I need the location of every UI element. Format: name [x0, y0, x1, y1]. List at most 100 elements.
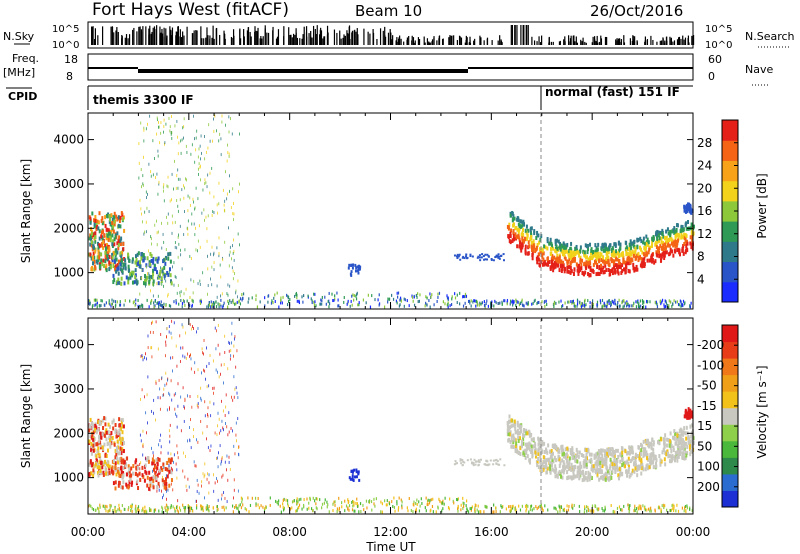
data-cell [459, 258, 462, 261]
data-cell [121, 424, 124, 429]
data-cell [351, 508, 354, 512]
nsky-bar [295, 32, 297, 45]
data-cell [233, 478, 235, 482]
nsky-bar [676, 39, 679, 45]
data-cell [601, 448, 604, 453]
data-cell [119, 423, 122, 428]
data-cell [228, 430, 230, 434]
data-cell [614, 256, 617, 261]
data-cell [437, 295, 439, 299]
data-cell [311, 299, 313, 303]
data-cell [220, 460, 222, 464]
data-cell [605, 246, 608, 251]
data-cell [369, 499, 371, 503]
data-cell [175, 299, 177, 303]
power-colorbar-label: Power [dB] [755, 173, 769, 238]
data-cell [184, 397, 186, 401]
data-cell [306, 507, 308, 511]
data-cell [508, 414, 511, 419]
data-cell [665, 300, 667, 304]
data-cell [115, 434, 118, 439]
data-cell [579, 266, 582, 271]
data-cell [626, 302, 628, 306]
data-cell [664, 236, 667, 241]
data-cell [232, 212, 234, 216]
data-cell [163, 387, 165, 391]
data-cell [311, 301, 313, 305]
data-cell [115, 269, 118, 274]
data-cell [685, 247, 688, 252]
data-cell [217, 498, 219, 502]
data-cell [145, 471, 148, 476]
data-cell [381, 502, 383, 506]
data-cell [464, 301, 466, 305]
data-cell [96, 506, 99, 510]
data-cell [347, 500, 349, 504]
data-cell [612, 261, 615, 266]
data-cell [660, 258, 663, 263]
data-cell [115, 453, 118, 458]
data-cell [157, 473, 159, 477]
data-cell [141, 303, 143, 307]
data-cell [495, 254, 498, 257]
data-cell [161, 510, 163, 514]
data-cell [90, 445, 93, 450]
nsky-bar [322, 38, 324, 45]
data-cell [691, 509, 693, 513]
data-cell [161, 467, 164, 472]
data-cell [224, 460, 226, 464]
data-cell [418, 500, 420, 504]
data-cell [219, 444, 221, 448]
data-cell [98, 467, 101, 472]
data-cell [155, 418, 156, 422]
data-cell [150, 253, 153, 258]
data-cell [452, 499, 454, 503]
data-cell [153, 305, 155, 309]
data-cell [88, 439, 91, 444]
data-cell [211, 166, 213, 170]
data-cell [461, 464, 464, 467]
data-cell [467, 510, 470, 514]
data-cell [652, 442, 655, 447]
data-cell [169, 199, 171, 203]
data-cell [166, 489, 167, 493]
data-cell [234, 506, 236, 510]
data-cell [357, 303, 359, 307]
data-cell [640, 239, 643, 244]
data-cell [104, 259, 107, 264]
data-cell [125, 472, 128, 477]
data-cell [181, 188, 183, 192]
data-cell [105, 268, 108, 273]
data-cell [157, 396, 159, 400]
data-cell [282, 505, 284, 509]
data-cell [166, 474, 169, 479]
data-cell [604, 461, 607, 466]
data-cell [499, 301, 501, 305]
nsky-bar [243, 29, 245, 45]
nsky-bar [150, 33, 152, 45]
data-cell [217, 479, 218, 483]
data-cell [276, 501, 278, 505]
data-cell [179, 198, 181, 202]
data-cell [383, 499, 386, 503]
nsky-bar [632, 35, 634, 45]
data-cell [487, 304, 489, 308]
data-cell [334, 297, 336, 301]
data-cell [158, 509, 160, 513]
data-cell [605, 256, 608, 261]
data-cell [181, 305, 183, 309]
data-cell [535, 505, 537, 509]
data-cell [464, 295, 466, 299]
data-cell [162, 185, 164, 189]
data-cell [165, 509, 167, 513]
data-cell [396, 502, 398, 506]
data-cell [321, 506, 323, 510]
data-cell [629, 260, 632, 265]
data-cell [181, 138, 183, 142]
data-cell [608, 243, 611, 248]
data-cell [572, 506, 574, 510]
data-cell [690, 301, 692, 305]
nsky-bar [520, 25, 522, 45]
data-cell [566, 269, 569, 274]
data-cell [562, 304, 564, 308]
